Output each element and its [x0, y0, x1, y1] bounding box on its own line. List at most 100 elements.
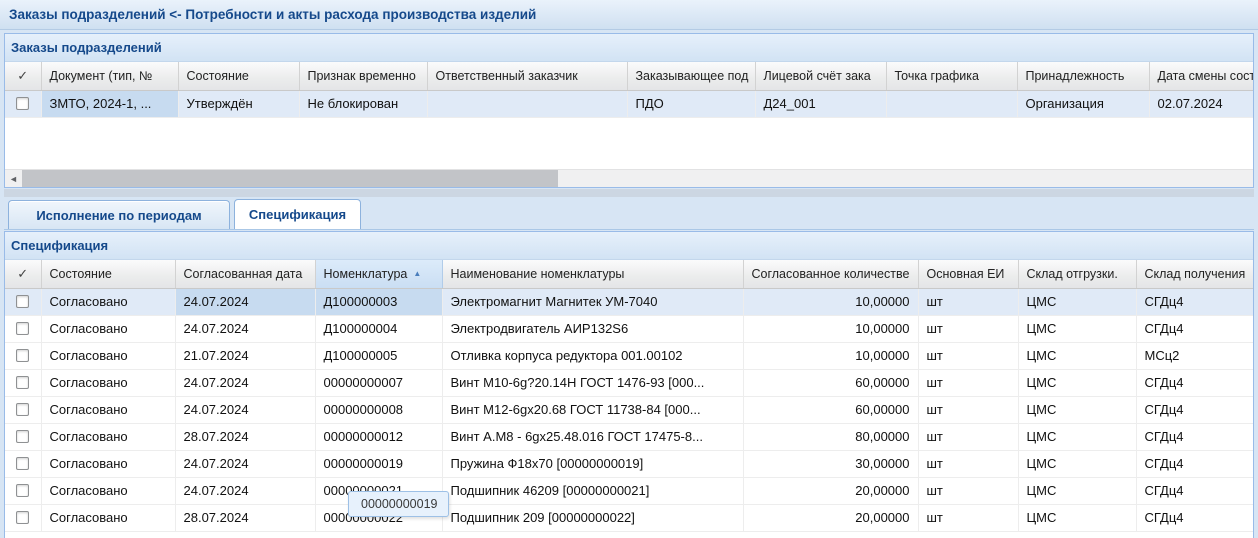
cell-state[interactable]: Согласовано — [41, 342, 176, 370]
column-header[interactable]: Основная ЕИ — [918, 260, 1019, 289]
cell-warehouse_recv[interactable]: СГДц4 — [1136, 369, 1253, 397]
cell-nomenclature[interactable]: 00000000007 — [315, 369, 443, 397]
cell-name[interactable]: Пружина Ф18х70 [00000000019] — [442, 450, 744, 478]
column-header[interactable]: Склад отгрузки. — [1018, 260, 1137, 289]
cell-state[interactable]: Согласовано — [41, 423, 176, 451]
table-row[interactable]: Согласовано 21.07.2024 Д100000005 Отливка к… — [5, 342, 1253, 370]
cell-account[interactable]: Д24_001 — [755, 90, 887, 118]
cell-unit[interactable]: шт — [918, 315, 1019, 343]
table-row[interactable]: Согласовано 28.07.2024 00000000022 Подшипни… — [5, 504, 1253, 532]
cell-belong[interactable]: Организация — [1017, 90, 1150, 118]
cell-doc[interactable]: ЗМТО, 2024-1, ... — [41, 90, 179, 118]
select-all-checkmark-icon[interactable]: ✓ — [5, 260, 42, 289]
cell-warehouse_ship[interactable]: ЦМС — [1018, 315, 1137, 343]
cell-qty[interactable]: 80,00000 — [743, 423, 919, 451]
cell-qty[interactable]: 10,00000 — [743, 315, 919, 343]
column-header[interactable]: Состояние — [41, 260, 176, 289]
cell-warehouse_ship[interactable]: ЦМС — [1018, 369, 1137, 397]
cell-unit[interactable]: шт — [918, 477, 1019, 505]
cell-date[interactable]: 24.07.2024 — [175, 315, 316, 343]
row-checkbox[interactable] — [16, 322, 30, 335]
cell-date[interactable]: 24.07.2024 — [175, 396, 316, 424]
cell-warehouse_ship[interactable]: ЦМС — [1018, 477, 1137, 505]
cell-qty[interactable]: 30,00000 — [743, 450, 919, 478]
cell-nomenclature[interactable]: 00000000008 — [315, 396, 443, 424]
tab-execution-by-periods[interactable]: Исполнение по периодам — [8, 200, 230, 229]
cell-warehouse_recv[interactable]: МСц2 — [1136, 342, 1253, 370]
cell-block[interactable]: Не блокирован — [299, 90, 428, 118]
cell-date[interactable]: 28.07.2024 — [175, 504, 316, 532]
cell-date[interactable]: 24.07.2024 — [175, 288, 316, 316]
cell-date[interactable]: 21.07.2024 — [175, 342, 316, 370]
cell-qty[interactable]: 20,00000 — [743, 477, 919, 505]
cell-qty[interactable]: 60,00000 — [743, 369, 919, 397]
row-checkbox[interactable] — [16, 511, 30, 524]
cell-name[interactable]: Отливка корпуса редуктора 001.00102 — [442, 342, 744, 370]
column-header[interactable]: Наименование номенклатуры — [442, 260, 744, 289]
cell-state[interactable]: Согласовано — [41, 369, 176, 397]
cell-point[interactable] — [886, 90, 1018, 118]
cell-date[interactable]: 28.07.2024 — [175, 423, 316, 451]
cell-ordering[interactable]: ПДО — [627, 90, 756, 118]
cell-responsible[interactable] — [427, 90, 628, 118]
row-checkbox[interactable] — [16, 403, 30, 416]
column-header[interactable]: Согласованное количестве — [743, 260, 919, 289]
cell-nomenclature[interactable]: Д100000005 — [315, 342, 443, 370]
cell-qty[interactable]: 60,00000 — [743, 396, 919, 424]
row-checkbox[interactable] — [16, 484, 30, 497]
cell-unit[interactable]: шт — [918, 396, 1019, 424]
cell-warehouse_ship[interactable]: ЦМС — [1018, 342, 1137, 370]
cell-warehouse_ship[interactable]: ЦМС — [1018, 288, 1137, 316]
select-all-checkmark-icon[interactable]: ✓ — [5, 62, 42, 91]
cell-date[interactable]: 24.07.2024 — [175, 369, 316, 397]
cell-name[interactable]: Электромагнит Магнитек УМ-7040 — [442, 288, 744, 316]
column-header[interactable]: Дата смены сост — [1149, 62, 1253, 91]
cell-unit[interactable]: шт — [918, 288, 1019, 316]
cell-warehouse_ship[interactable]: ЦМС — [1018, 423, 1137, 451]
cell-date[interactable]: 24.07.2024 — [175, 450, 316, 478]
cell-name[interactable]: Винт А.М8 - 6gх25.48.016 ГОСТ 17475-8... — [442, 423, 744, 451]
cell-date[interactable]: 02.07.2024 — [1149, 90, 1253, 118]
cell-state[interactable]: Согласовано — [41, 477, 176, 505]
cell-warehouse_ship[interactable]: ЦМС — [1018, 396, 1137, 424]
cell-unit[interactable]: шт — [918, 423, 1019, 451]
horizontal-scrollbar[interactable]: ◄ — [5, 169, 1253, 187]
cell-unit[interactable]: шт — [918, 450, 1019, 478]
cell-state[interactable]: Согласовано — [41, 288, 176, 316]
column-header[interactable]: Принадлежность — [1017, 62, 1150, 91]
row-checkbox[interactable] — [16, 457, 30, 470]
table-row[interactable]: ЗМТО, 2024-1, ... Утверждён Не блокирован П… — [5, 90, 1253, 118]
table-row[interactable]: Согласовано 24.07.2024 00000000007 Винт М10… — [5, 369, 1253, 397]
cell-name[interactable]: Подшипник 209 [00000000022] — [442, 504, 744, 532]
cell-warehouse_recv[interactable]: СГДц4 — [1136, 504, 1253, 532]
cell-name[interactable]: Электродвигатель АИР132S6 — [442, 315, 744, 343]
column-header[interactable]: Склад получения — [1136, 260, 1253, 289]
column-header[interactable]: Ответственный заказчик — [427, 62, 628, 91]
cell-qty[interactable]: 10,00000 — [743, 288, 919, 316]
cell-nomenclature[interactable]: 00000000012 — [315, 423, 443, 451]
cell-state[interactable]: Согласовано — [41, 315, 176, 343]
scrollbar-thumb[interactable] — [22, 170, 558, 187]
cell-warehouse_ship[interactable]: ЦМС — [1018, 450, 1137, 478]
cell-nomenclature[interactable]: 00000000019 — [315, 450, 443, 478]
panel-splitter[interactable] — [4, 189, 1254, 197]
row-checkbox[interactable] — [16, 430, 30, 443]
table-row[interactable]: Согласовано 24.07.2024 00000000008 Винт М12… — [5, 396, 1253, 424]
column-header[interactable]: Точка графика — [886, 62, 1018, 91]
column-header[interactable]: Заказывающее под — [627, 62, 756, 91]
cell-warehouse_recv[interactable]: СГДц4 — [1136, 315, 1253, 343]
cell-state[interactable]: Согласовано — [41, 396, 176, 424]
tab-specification[interactable]: Спецификация — [234, 199, 361, 229]
column-header[interactable]: Согласованная дата — [175, 260, 316, 289]
cell-qty[interactable]: 20,00000 — [743, 504, 919, 532]
row-checkbox[interactable] — [16, 349, 30, 362]
cell-name[interactable]: Винт М12-6gх20.68 ГОСТ 11738-84 [000... — [442, 396, 744, 424]
scroll-left-button[interactable]: ◄ — [5, 170, 22, 187]
table-row[interactable]: Согласовано24.07.202400000000021Подшипни… — [5, 477, 1253, 505]
table-row[interactable]: Согласовано 24.07.2024 Д100000004 Электродв… — [5, 315, 1253, 343]
cell-unit[interactable]: шт — [918, 342, 1019, 370]
cell-unit[interactable]: шт — [918, 369, 1019, 397]
cell-date[interactable]: 24.07.2024 — [175, 477, 316, 505]
row-checkbox[interactable] — [16, 97, 30, 110]
column-header[interactable]: Номенклатура ▲ — [315, 260, 443, 289]
